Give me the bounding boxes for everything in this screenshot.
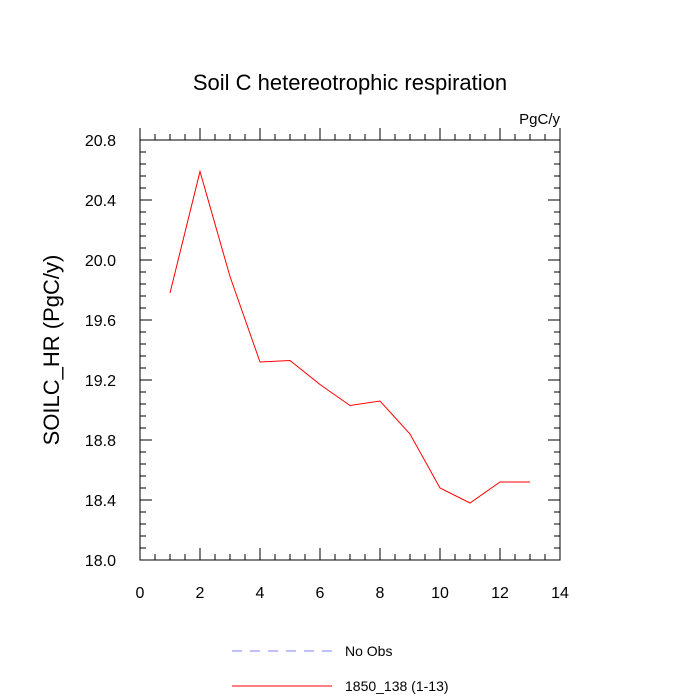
y-tick-label: 20.8 <box>85 133 116 150</box>
legend-label: 1850_138 (1-13) <box>345 678 449 694</box>
x-tick-label: 12 <box>491 585 509 602</box>
series-line <box>169 169 530 504</box>
y-tick-label: 18.8 <box>85 433 116 450</box>
y-tick-label: 20.0 <box>85 253 116 270</box>
axis-tick-labels: 0 2 4 6 8 10 12 14 18.0 18.4 18.8 19.2 19.6 20.0 20.4 2… <box>85 133 569 602</box>
x-tick-label: 0 <box>136 585 145 602</box>
units-label: PgC/y <box>519 111 560 128</box>
x-tick-label: 14 <box>551 585 569 602</box>
chart-title: Soil C hetereotrophic respiration <box>193 70 507 95</box>
x-tick-label: 4 <box>256 585 265 602</box>
x-tick-label: 10 <box>431 585 449 602</box>
legend: No Obs 1850_138 (1-13) <box>232 643 449 694</box>
y-axis-label: SOILC_HR (PgC/y) <box>39 255 64 446</box>
y-tick-label: 18.4 <box>85 493 116 510</box>
x-tick-label: 6 <box>316 585 325 602</box>
series-layer <box>169 169 530 504</box>
x-tick-label: 8 <box>376 585 385 602</box>
plot-frame <box>139 139 561 561</box>
y-tick-label: 19.2 <box>85 373 116 390</box>
axis-ticks <box>139 128 561 561</box>
y-tick-label: 18.0 <box>85 553 116 570</box>
x-tick-label: 2 <box>196 585 205 602</box>
y-tick-label: 20.4 <box>85 193 116 210</box>
y-tick-label: 19.6 <box>85 313 116 330</box>
legend-label: No Obs <box>345 643 392 659</box>
